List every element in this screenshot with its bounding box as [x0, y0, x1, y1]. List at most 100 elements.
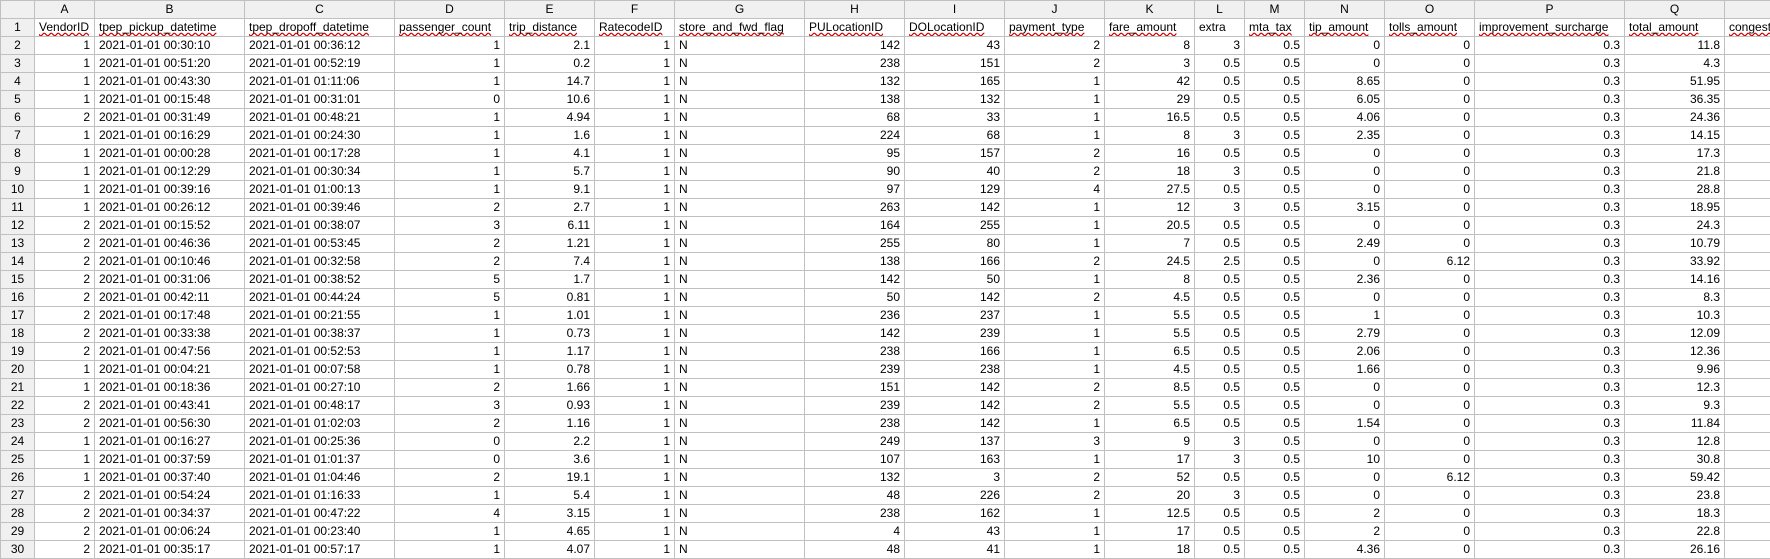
cell[interactable]: 2021-01-01 00:54:24 — [95, 487, 245, 505]
cell[interactable]: 0.5 — [1195, 505, 1245, 523]
cell[interactable]: 0 — [1385, 271, 1475, 289]
cell[interactable]: 1.7 — [505, 271, 595, 289]
cell[interactable]: 0 — [1385, 541, 1475, 559]
cell[interactable]: 6.5 — [1105, 415, 1195, 433]
cell[interactable]: 0.3 — [1475, 235, 1625, 253]
cell[interactable]: 1 — [1005, 361, 1105, 379]
cell[interactable]: 4 — [395, 505, 505, 523]
cell[interactable]: 142 — [905, 289, 1005, 307]
cell[interactable]: 12 — [1105, 199, 1195, 217]
cell[interactable]: 10.6 — [505, 91, 595, 109]
cell[interactable]: 132 — [805, 73, 905, 91]
col-header-H[interactable]: H — [805, 1, 905, 19]
row-header[interactable]: 15 — [1, 271, 35, 289]
cell[interactable]: 2.49 — [1305, 235, 1385, 253]
cell[interactable]: 0 — [1385, 163, 1475, 181]
cell[interactable]: 2021-01-01 00:32:58 — [245, 253, 395, 271]
cell[interactable]: N — [675, 91, 805, 109]
row-header[interactable]: 10 — [1, 181, 35, 199]
cell[interactable]: 2 — [35, 487, 95, 505]
cell[interactable]: 1 — [595, 451, 675, 469]
cell[interactable]: 0.5 — [1195, 271, 1245, 289]
cell[interactable]: 3 — [1195, 127, 1245, 145]
cell[interactable]: 238 — [905, 361, 1005, 379]
cell[interactable]: 0.73 — [505, 325, 595, 343]
cell[interactable]: fare_amount — [1105, 19, 1195, 37]
cell[interactable]: 2021-01-01 00:52:53 — [245, 343, 395, 361]
cell[interactable]: 0.5 — [1245, 163, 1305, 181]
row-header[interactable]: 17 — [1, 307, 35, 325]
cell[interactable]: 1 — [1005, 523, 1105, 541]
cell[interactable]: 2021-01-01 00:34:37 — [95, 505, 245, 523]
cell[interactable]: N — [675, 181, 805, 199]
cell[interactable]: 0 — [1385, 217, 1475, 235]
cell[interactable]: 2 — [1005, 37, 1105, 55]
row-header[interactable]: 4 — [1, 73, 35, 91]
col-header-N[interactable]: N — [1305, 1, 1385, 19]
cell[interactable]: 237 — [905, 307, 1005, 325]
cell[interactable]: 17.3 — [1625, 145, 1725, 163]
cell[interactable]: 1 — [1005, 109, 1105, 127]
cell[interactable]: N — [675, 505, 805, 523]
cell[interactable]: 1 — [595, 55, 675, 73]
cell[interactable]: 5.4 — [505, 487, 595, 505]
cell[interactable]: 1.21 — [505, 235, 595, 253]
cell[interactable]: 2021-01-01 00:43:41 — [95, 397, 245, 415]
cell[interactable]: 6.12 — [1385, 469, 1475, 487]
cell[interactable]: passenger_count — [395, 19, 505, 37]
cell[interactable]: 1 — [595, 181, 675, 199]
cell[interactable]: 0.3 — [1475, 199, 1625, 217]
col-header-F[interactable]: F — [595, 1, 675, 19]
cell[interactable]: 0 — [1305, 469, 1385, 487]
cell[interactable]: 3 — [1195, 487, 1245, 505]
cell[interactable]: 2021-01-01 00:24:30 — [245, 127, 395, 145]
cell[interactable]: 0.3 — [1475, 145, 1625, 163]
cell[interactable]: 0.5 — [1195, 181, 1245, 199]
cell[interactable]: 2021-01-01 00:16:27 — [95, 433, 245, 451]
cell[interactable]: 2021-01-01 00:43:30 — [95, 73, 245, 91]
cell[interactable]: 24.36 — [1625, 109, 1725, 127]
cell[interactable]: 0 — [395, 433, 505, 451]
cell[interactable]: 2021-01-01 00:17:48 — [95, 307, 245, 325]
cell[interactable]: N — [675, 325, 805, 343]
cell[interactable]: 12.3 — [1625, 379, 1725, 397]
cell[interactable]: 1 — [595, 325, 675, 343]
row-header[interactable]: 28 — [1, 505, 35, 523]
cell[interactable]: 142 — [805, 37, 905, 55]
cell[interactable]: 0.3 — [1475, 379, 1625, 397]
cell[interactable]: 0.5 — [1245, 253, 1305, 271]
cell[interactable]: 2 — [35, 235, 95, 253]
cell[interactable]: 0.5 — [1195, 397, 1245, 415]
cell[interactable]: 1 — [35, 433, 95, 451]
cell[interactable]: 2.5 — [1725, 523, 1770, 541]
cell[interactable]: 129 — [905, 181, 1005, 199]
cell[interactable]: 2 — [1005, 55, 1105, 73]
cell[interactable]: 1 — [395, 487, 505, 505]
cell[interactable]: 1 — [35, 55, 95, 73]
cell[interactable]: 2.5 — [1725, 109, 1770, 127]
cell[interactable]: 2021-01-01 00:21:55 — [245, 307, 395, 325]
cell[interactable]: 0.3 — [1475, 307, 1625, 325]
cell[interactable]: 0 — [1385, 127, 1475, 145]
cell[interactable]: 138 — [805, 253, 905, 271]
cell[interactable]: 52 — [1105, 469, 1195, 487]
cell[interactable]: extra — [1195, 19, 1245, 37]
cell[interactable]: 3 — [395, 217, 505, 235]
cell[interactable]: 0 — [1305, 379, 1385, 397]
cell[interactable]: 2021-01-01 00:30:10 — [95, 37, 245, 55]
row-header[interactable]: 16 — [1, 289, 35, 307]
cell[interactable]: 0.5 — [1245, 361, 1305, 379]
cell[interactable]: N — [675, 469, 805, 487]
cell[interactable]: 2 — [1005, 253, 1105, 271]
cell[interactable]: N — [675, 37, 805, 55]
cell[interactable]: 0.5 — [1245, 91, 1305, 109]
cell[interactable]: N — [675, 55, 805, 73]
cell[interactable]: 1 — [395, 55, 505, 73]
cell[interactable]: 1 — [595, 469, 675, 487]
cell[interactable]: 2021-01-01 00:37:40 — [95, 469, 245, 487]
cell[interactable]: 1 — [35, 91, 95, 109]
cell[interactable]: 3 — [1005, 433, 1105, 451]
cell[interactable]: 1 — [595, 433, 675, 451]
cell[interactable]: 2021-01-01 01:04:46 — [245, 469, 395, 487]
cell[interactable]: 0.5 — [1195, 289, 1245, 307]
